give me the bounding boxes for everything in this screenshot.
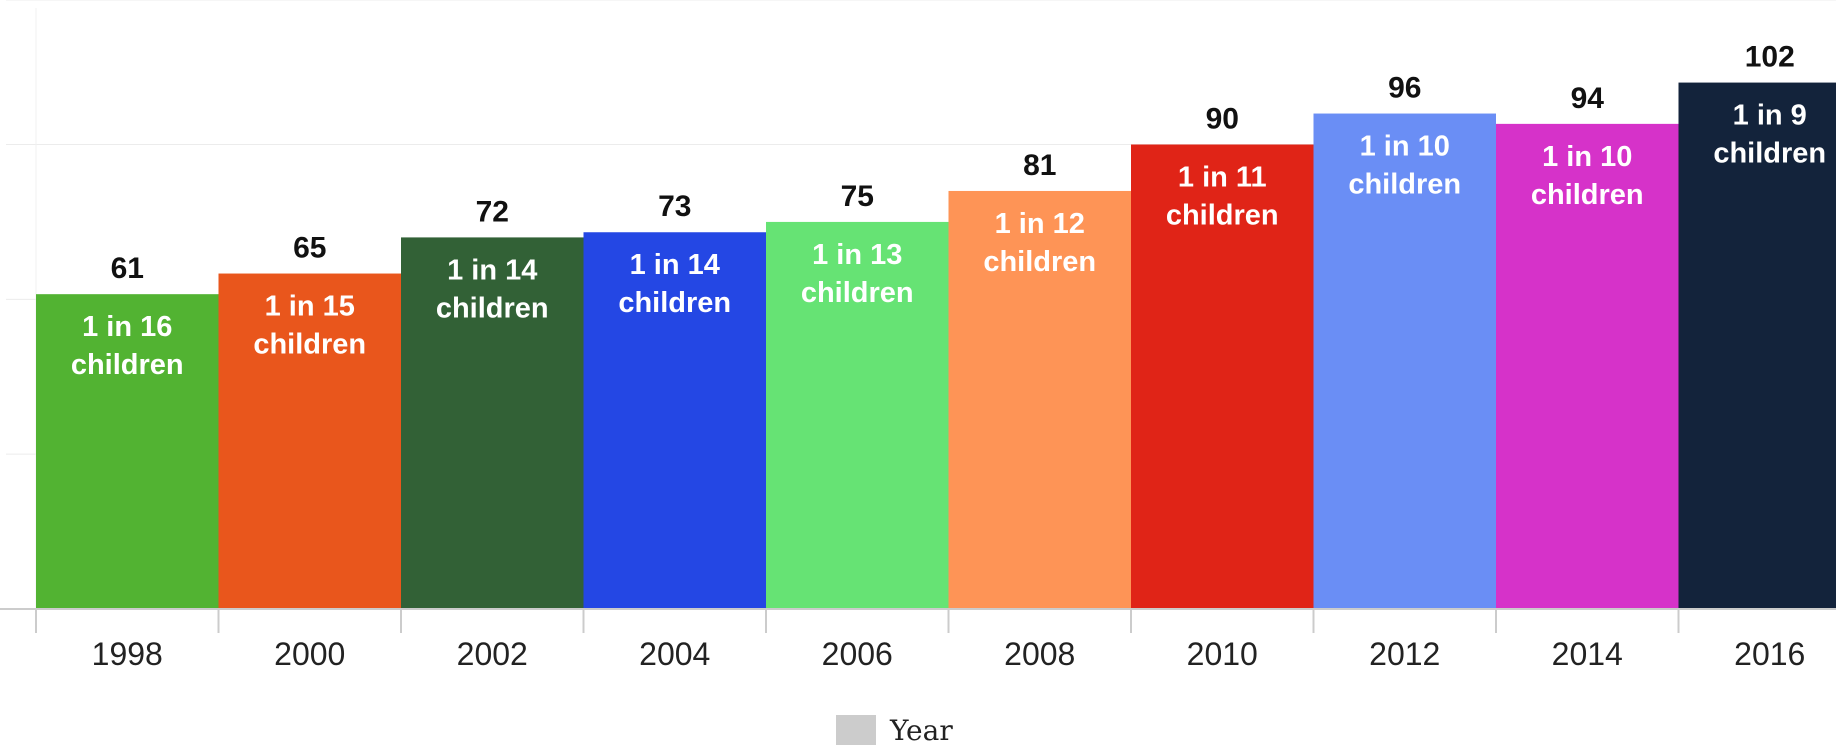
legend[interactable]: Year — [836, 712, 953, 748]
x-tick-label-2012: 2012 — [1369, 636, 1440, 672]
bar-annotation-2008-line1: 1 in 12 — [995, 208, 1085, 240]
bar-chart: 61 1 in 16 children 65 1 in 15 children 72 1 in… — [0, 0, 1836, 672]
value-label-2006: 75 — [841, 180, 874, 213]
x-tick-label-1998: 1998 — [92, 636, 163, 672]
bar-2000[interactable] — [218, 273, 402, 609]
value-label-2016: 102 — [1745, 41, 1795, 74]
bar-2002[interactable] — [401, 237, 584, 609]
bar-2004[interactable] — [583, 232, 767, 609]
bar-annotation-1998-line2: children — [71, 349, 184, 381]
bar-annotation-2000-line2: children — [253, 329, 366, 361]
value-label-2004: 73 — [658, 190, 691, 223]
value-labels: 61 1 in 16 children 65 1 in 15 children 72 1 in… — [71, 41, 1826, 382]
bar-2006[interactable] — [766, 221, 949, 610]
legend-label: Year — [890, 713, 953, 747]
bar-1998[interactable] — [36, 294, 219, 609]
bar-annotation-2014-line2: children — [1531, 179, 1644, 211]
value-label-2000: 65 — [293, 232, 326, 265]
value-label-1998: 61 — [111, 252, 144, 285]
bar-annotation-2004-line1: 1 in 14 — [630, 249, 720, 281]
x-tick-label-2016: 2016 — [1734, 636, 1805, 672]
legend-swatch — [836, 715, 876, 745]
bar-annotation-2012-line1: 1 in 10 — [1360, 131, 1450, 163]
value-label-2014: 94 — [1571, 82, 1605, 115]
bar-annotation-2006-line1: 1 in 13 — [812, 239, 902, 271]
x-tick-label-2006: 2006 — [822, 636, 893, 672]
value-label-2002: 72 — [476, 195, 509, 228]
bar-annotation-1998-line1: 1 in 16 — [82, 311, 172, 343]
bar-annotation-2010-line2: children — [1166, 200, 1279, 232]
bar-annotation-2014-line1: 1 in 10 — [1542, 141, 1632, 173]
bar-annotation-2004-line2: children — [618, 287, 731, 319]
x-tick-label-2008: 2008 — [1004, 636, 1075, 672]
bar-annotation-2000-line1: 1 in 15 — [265, 291, 355, 323]
bar-annotation-2010-line1: 1 in 11 — [1178, 162, 1267, 194]
x-tick-label-2010: 2010 — [1187, 636, 1258, 672]
x-tick-label-2002: 2002 — [457, 636, 528, 672]
value-label-2012: 96 — [1388, 72, 1421, 105]
bar-annotation-2002-line2: children — [436, 292, 549, 324]
x-tick-label-2000: 2000 — [274, 636, 345, 672]
bars — [36, 82, 1836, 610]
x-tick-label-2014: 2014 — [1552, 636, 1623, 672]
bar-2016[interactable] — [1678, 82, 1836, 609]
bar-2012[interactable] — [1313, 113, 1497, 610]
bar-annotation-2006-line2: children — [801, 277, 914, 309]
value-label-2008: 81 — [1023, 149, 1056, 182]
x-axis-ticks: 1998 2000 2002 2004 2006 2008 2010 2012 2014 2016 — [0, 608, 1836, 672]
bar-annotation-2016-line2: children — [1713, 138, 1826, 170]
bar-2008[interactable] — [948, 190, 1132, 609]
bar-2010[interactable] — [1131, 144, 1314, 609]
bar-annotation-2008-line2: children — [983, 246, 1096, 278]
bar-annotation-2016-line1: 1 in 9 — [1733, 100, 1807, 132]
bar-annotation-2002-line1: 1 in 14 — [447, 254, 537, 286]
value-label-2010: 90 — [1206, 103, 1239, 136]
bar-2014[interactable] — [1496, 123, 1679, 609]
x-tick-label-2004: 2004 — [639, 636, 710, 672]
bar-annotation-2012-line2: children — [1348, 169, 1461, 201]
